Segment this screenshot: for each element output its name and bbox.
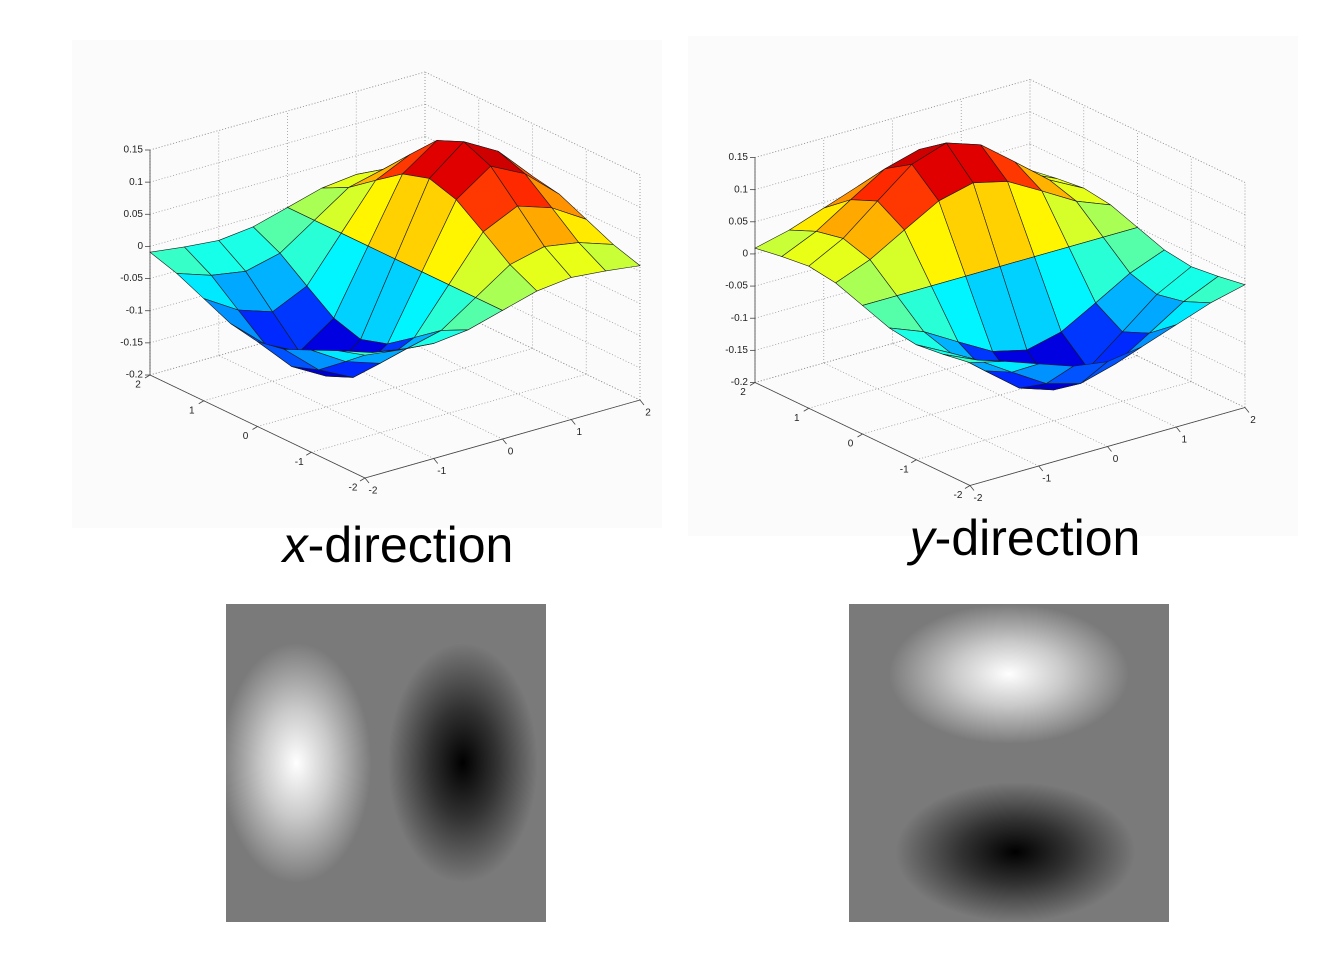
tick-mark <box>1107 446 1112 452</box>
z-tick-label: -0.05 <box>725 281 748 292</box>
caption: y-direction <box>907 510 1141 566</box>
y-tick-label: -1 <box>295 457 304 468</box>
z-tick-label: -0.05 <box>120 273 143 284</box>
tick-mark <box>749 382 756 386</box>
x-tick-label: 2 <box>1250 415 1256 426</box>
tick-mark <box>364 477 370 484</box>
tick-mark <box>911 459 917 464</box>
y-tick-label: 0 <box>243 431 249 442</box>
caption-text: -direction <box>935 510 1141 566</box>
z-tick-label: 0 <box>742 249 748 260</box>
z-tick-label: 0.15 <box>729 152 749 163</box>
tick-mark <box>857 433 863 438</box>
tick-mark <box>639 399 645 406</box>
z-tick-label: 0.15 <box>124 145 144 156</box>
tick-mark <box>433 458 439 464</box>
grid-line <box>823 362 1039 467</box>
z-tick-label: -0.1 <box>126 305 144 316</box>
x-tick-label: 1 <box>1181 435 1187 446</box>
caption-text: -direction <box>308 517 514 573</box>
z-tick-label: 0.05 <box>124 209 144 220</box>
x-tick-label: 0 <box>1113 454 1119 465</box>
z-tick-label: -0.2 <box>731 377 749 388</box>
filter-image <box>226 604 546 922</box>
filter-image <box>849 604 1169 922</box>
z-tick-label: 0.05 <box>729 216 749 227</box>
y-tick-label: -2 <box>954 490 963 501</box>
grid-line <box>218 355 434 459</box>
tick-mark <box>1175 426 1181 433</box>
z-tick-label: 0.1 <box>129 177 143 188</box>
y-tick-label: 1 <box>189 405 195 416</box>
x-tick-label: -1 <box>437 466 446 477</box>
surface-patch <box>943 354 1005 364</box>
grid-line <box>892 343 1108 447</box>
y-tick-label: 2 <box>135 380 141 391</box>
y-tick-label: 1 <box>794 413 800 424</box>
tick-mark <box>144 374 151 379</box>
z-tick-label: -0.2 <box>126 370 144 381</box>
tick-mark <box>969 485 975 491</box>
tick-mark <box>198 400 204 405</box>
x-tick-label: 2 <box>645 408 651 419</box>
caption-variable: x <box>281 517 310 573</box>
z-tick-label: 0.1 <box>734 184 748 195</box>
tick-mark <box>964 485 971 489</box>
x-tick-label: 0 <box>508 447 514 458</box>
tick-mark <box>359 477 366 482</box>
surface-patch <box>338 349 400 356</box>
tick-mark <box>1244 407 1250 413</box>
z-tick-label: -0.1 <box>731 313 749 324</box>
grid-line <box>1029 79 1246 183</box>
tick-mark <box>306 451 312 456</box>
y-tick-label: 2 <box>740 387 746 398</box>
x-tick-label: 1 <box>576 427 582 438</box>
tick-mark <box>803 407 809 412</box>
x-tick-label: -2 <box>974 493 983 504</box>
x-tick-label: -2 <box>369 486 378 497</box>
z-tick-label: 0 <box>137 241 143 252</box>
z-tick-label: -0.15 <box>120 337 143 348</box>
x-tick-label: -1 <box>1042 474 1051 485</box>
tick-mark <box>1038 465 1044 472</box>
grid-line <box>1029 111 1246 216</box>
z-tick-label: -0.15 <box>725 345 748 356</box>
tick-mark <box>252 426 258 430</box>
caption: x-direction <box>281 517 514 573</box>
grid-line <box>424 71 641 176</box>
y-tick-label: -1 <box>900 464 909 475</box>
y-tick-label: 0 <box>848 439 854 450</box>
grid-line <box>424 103 641 208</box>
caption-variable: y <box>907 510 938 566</box>
y-tick-label: -2 <box>349 483 358 494</box>
tick-mark <box>570 419 576 425</box>
tick-mark <box>502 438 507 445</box>
grid-line <box>1029 143 1246 248</box>
